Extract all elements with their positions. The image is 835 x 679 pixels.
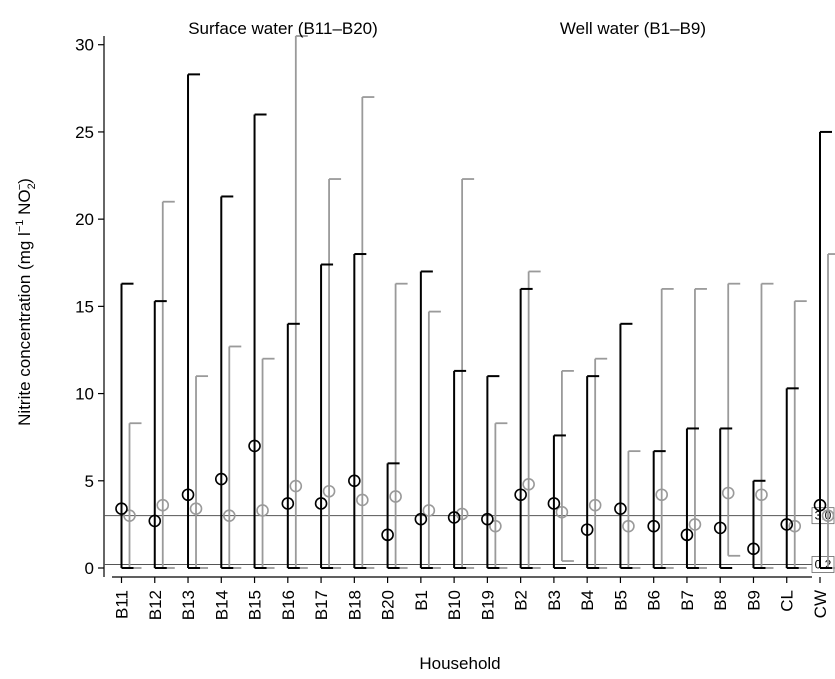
x-tick-label: B7 bbox=[678, 590, 697, 611]
mean-marker-light bbox=[588, 498, 602, 512]
mean-marker-dark bbox=[580, 523, 594, 536]
mean-marker-light bbox=[489, 519, 502, 533]
region-label-surface: Surface water (B11–B20) bbox=[188, 19, 378, 38]
mean-marker-light bbox=[356, 493, 369, 507]
mean-marker-light bbox=[123, 509, 136, 522]
mean-marker-dark bbox=[214, 472, 228, 486]
mean-marker-light bbox=[389, 490, 402, 503]
x-tick-label: B15 bbox=[246, 590, 265, 620]
mean-marker-dark bbox=[481, 512, 494, 526]
x-tick-label: B4 bbox=[578, 590, 597, 611]
x-tick-label: B5 bbox=[611, 590, 630, 611]
x-tick-label: B13 bbox=[179, 590, 198, 620]
x-tick-label: B19 bbox=[478, 590, 497, 620]
y-tick-label: 25 bbox=[75, 123, 94, 142]
y-axis-label: Nitrite concentration (mg l−1 NO2−) bbox=[14, 178, 38, 426]
mean-marker-light bbox=[189, 502, 203, 515]
x-tick-label: B8 bbox=[711, 590, 730, 611]
mean-marker-light bbox=[222, 509, 236, 522]
mean-marker-dark bbox=[281, 497, 295, 510]
mean-marker-light bbox=[788, 519, 802, 533]
mean-marker-light bbox=[755, 488, 768, 502]
region-label-well: Well water (B1–B9) bbox=[560, 19, 706, 38]
x-tick-label: B14 bbox=[212, 590, 231, 620]
mean-marker-dark bbox=[547, 497, 561, 510]
x-tick-label: B11 bbox=[113, 590, 132, 619]
x-tick-label: B12 bbox=[146, 590, 165, 620]
mean-marker-light bbox=[289, 479, 303, 493]
reference-label: 0.2 bbox=[815, 558, 832, 572]
mean-marker-light bbox=[156, 498, 170, 512]
mean-marker-dark bbox=[713, 521, 727, 535]
y-tick-label: 10 bbox=[75, 385, 94, 404]
x-tick-label: B17 bbox=[312, 590, 331, 620]
mean-marker-light bbox=[322, 484, 336, 498]
mean-marker-dark bbox=[115, 502, 128, 515]
mean-marker-dark bbox=[248, 439, 261, 453]
x-tick-label: CL bbox=[778, 590, 797, 612]
mean-marker-dark bbox=[780, 518, 794, 531]
region-labels: Surface water (B11–B20) Well water (B1–B… bbox=[188, 19, 706, 38]
mean-marker-dark bbox=[514, 488, 527, 502]
mean-marker-dark bbox=[381, 528, 394, 542]
y-tick-label: 30 bbox=[75, 36, 94, 55]
mean-marker-dark bbox=[747, 542, 760, 556]
x-tick-label: B6 bbox=[645, 590, 664, 611]
x-tick-label: B3 bbox=[545, 590, 564, 611]
mean-marker-light bbox=[555, 505, 569, 519]
mean-marker-dark bbox=[348, 474, 361, 488]
y-tick-label: 15 bbox=[75, 297, 94, 316]
x-tick-label: B9 bbox=[744, 590, 763, 611]
mean-marker-light bbox=[688, 518, 702, 531]
mean-marker-light bbox=[821, 509, 835, 522]
mean-marker-dark bbox=[181, 488, 195, 502]
mean-marker-dark bbox=[447, 511, 461, 524]
mean-marker-dark bbox=[614, 502, 627, 515]
x-axis-label: Household bbox=[419, 654, 500, 673]
mean-marker-dark bbox=[813, 498, 827, 512]
y-tick-label: 20 bbox=[75, 210, 94, 229]
mean-marker-light bbox=[721, 486, 735, 500]
mean-marker-light bbox=[455, 507, 469, 521]
x-tick-label: B1 bbox=[412, 590, 431, 611]
x-tick-label: CW bbox=[811, 590, 830, 618]
x-tick-label: B16 bbox=[279, 590, 298, 620]
y-tick-label: 5 bbox=[85, 472, 94, 491]
mean-marker-dark bbox=[414, 512, 428, 526]
mean-marker-dark bbox=[647, 519, 660, 533]
x-tick-label: B20 bbox=[379, 590, 398, 620]
y-tick-label: 0 bbox=[85, 559, 94, 578]
mean-marker-dark bbox=[314, 497, 328, 510]
mean-marker-light bbox=[522, 477, 535, 491]
mean-marker-dark bbox=[680, 528, 694, 542]
x-tick-label: B10 bbox=[445, 590, 464, 620]
mean-marker-light bbox=[256, 504, 269, 517]
mean-marker-light bbox=[622, 519, 635, 533]
x-tick-label: B18 bbox=[345, 590, 364, 620]
mean-marker-light bbox=[422, 504, 436, 517]
x-tick-label: B2 bbox=[512, 590, 531, 611]
mean-marker-dark bbox=[148, 514, 162, 528]
mean-marker-light bbox=[655, 488, 668, 502]
